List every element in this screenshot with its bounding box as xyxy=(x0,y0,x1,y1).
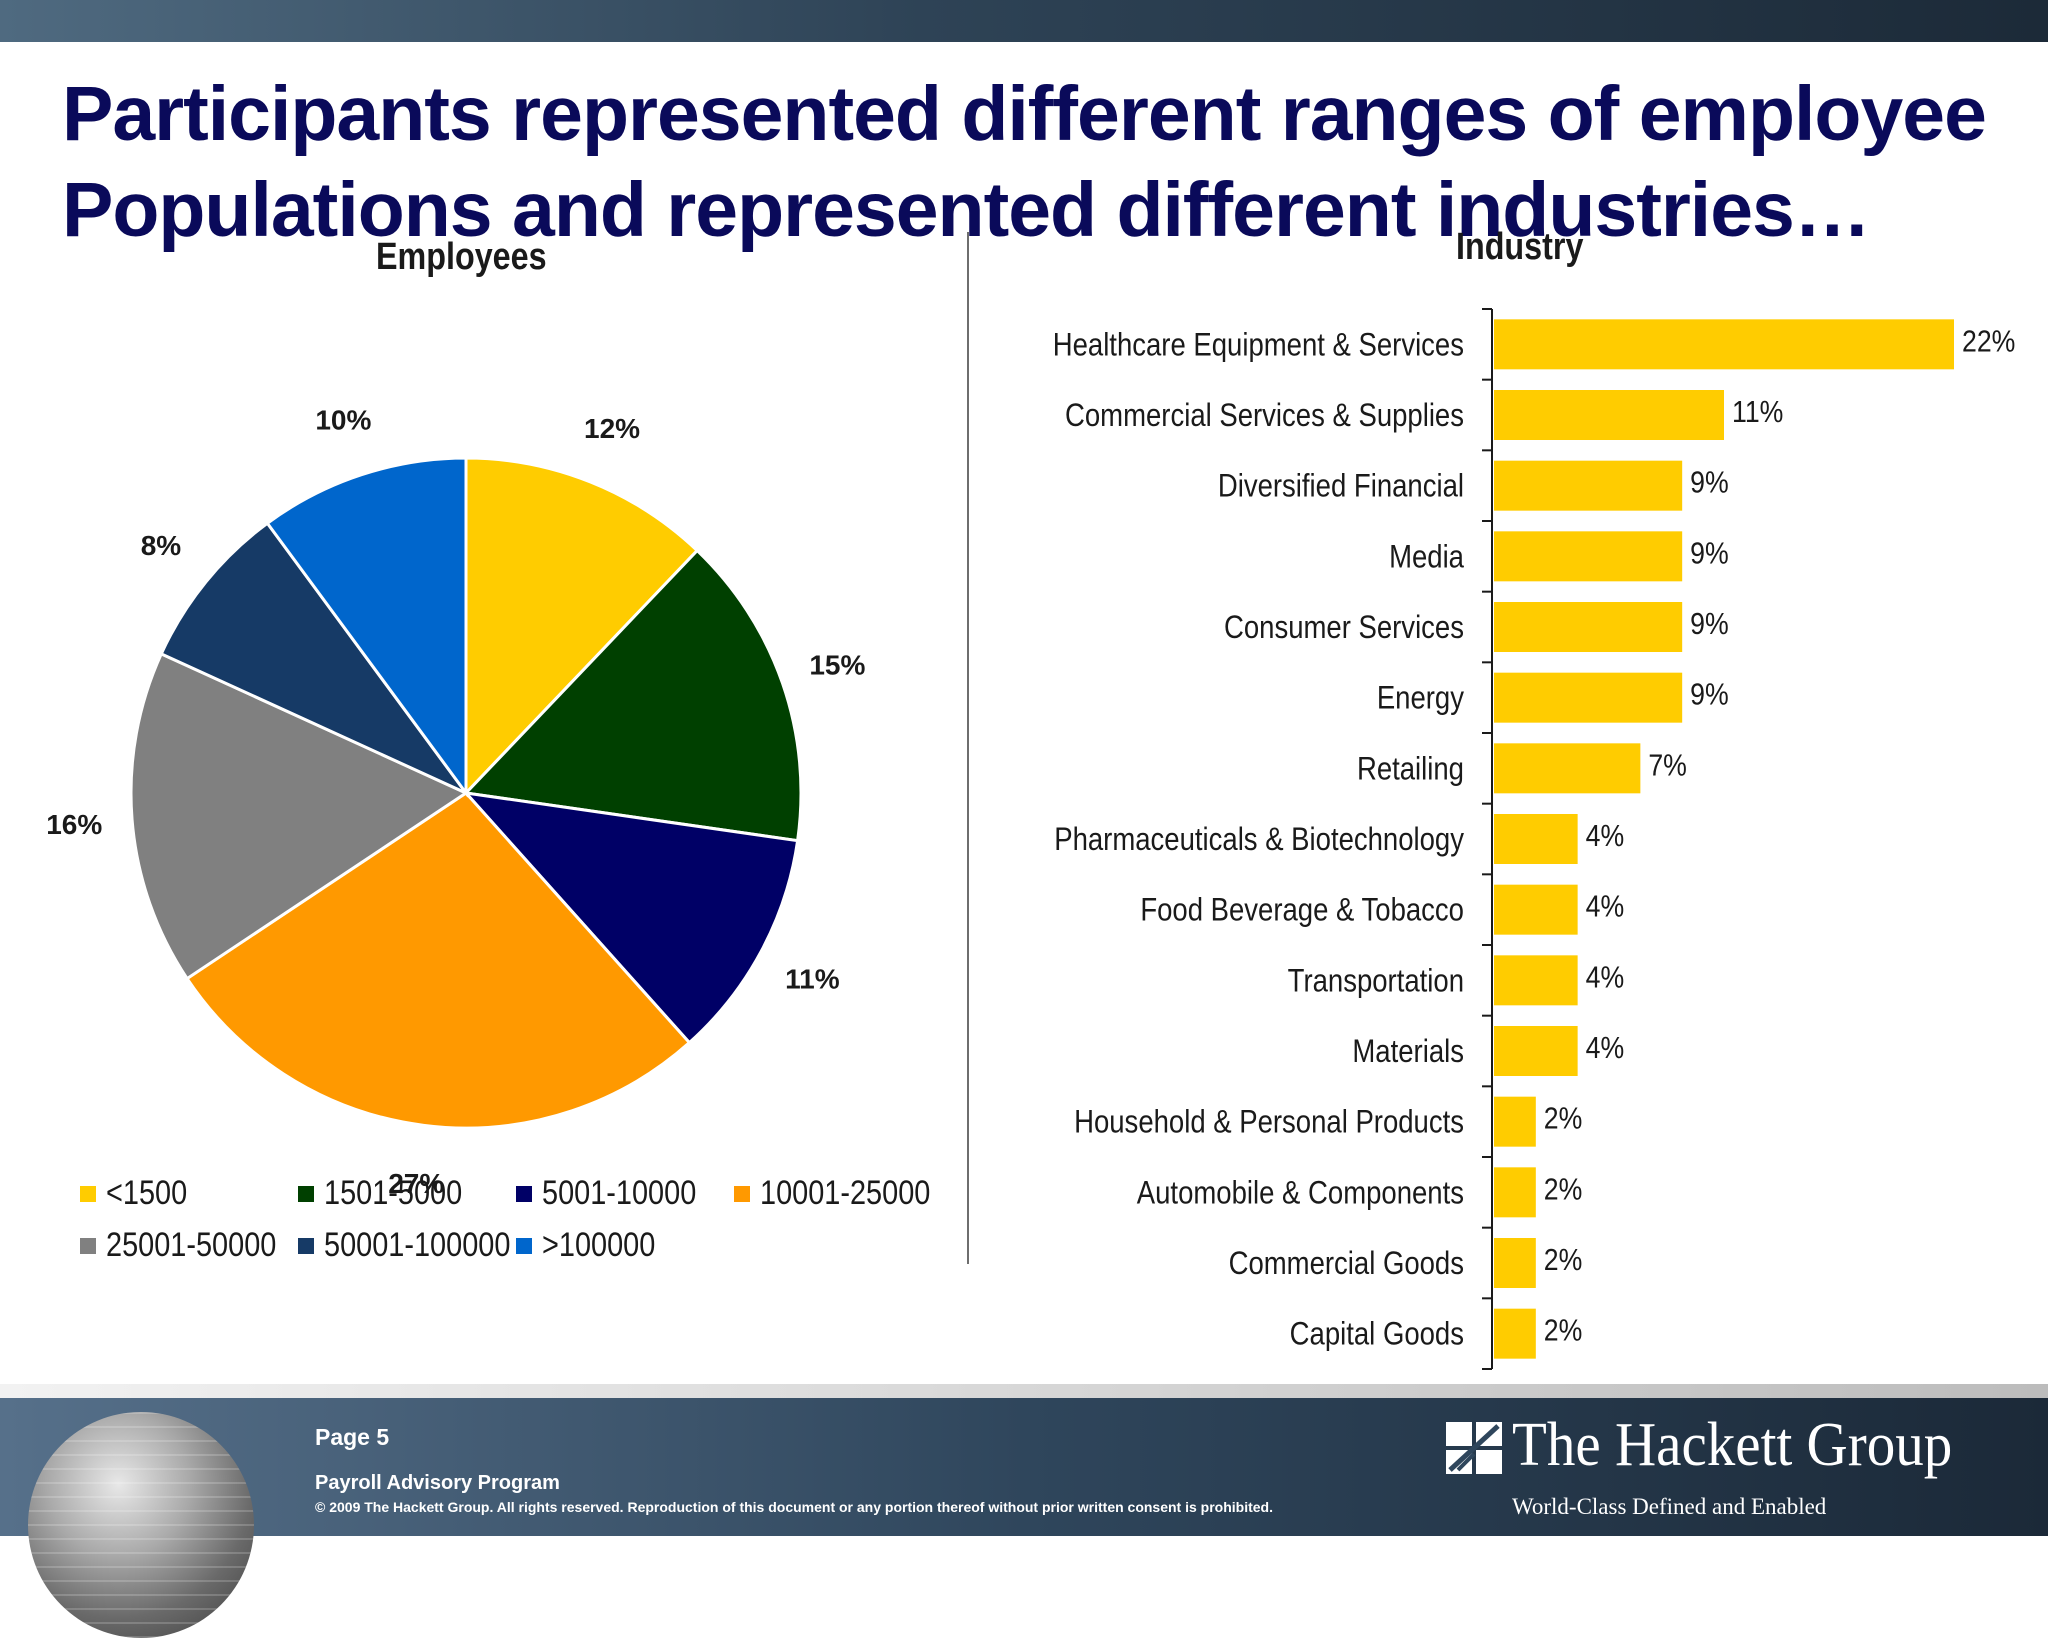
globe-icon xyxy=(28,1412,254,1638)
employees-pie-chart: 12% 15% 11% 27% 16% 8% 10% xyxy=(46,405,865,1199)
legend-swatch xyxy=(734,1185,750,1202)
pie-slice xyxy=(129,651,470,981)
legend-label: 5001-10000 xyxy=(542,1174,697,1212)
bar-value-label: 4% xyxy=(1586,961,1625,995)
category-label: Commercial Goods xyxy=(1229,1246,1464,1281)
industry-bar-chart: Healthcare Equipment & Services 22% Commer… xyxy=(1053,308,2015,1370)
bar-value-label: 2% xyxy=(1544,1243,1583,1277)
pie-data-label: 11% xyxy=(785,964,840,995)
category-label: Capital Goods xyxy=(1290,1317,1464,1352)
category-label: Retailing xyxy=(1357,751,1464,786)
panel-divider xyxy=(967,232,969,1264)
legend-item: <1500 xyxy=(80,1174,202,1213)
bar-value-label: 7% xyxy=(1648,749,1687,783)
pie-slice xyxy=(462,790,800,1045)
bar xyxy=(1494,319,1954,370)
bar xyxy=(1494,1238,1536,1288)
legend-swatch xyxy=(80,1185,96,1202)
legend-label: <1500 xyxy=(106,1174,188,1212)
pie-slice xyxy=(159,521,471,797)
bar xyxy=(1494,672,1683,723)
category-label: Diversified Financial xyxy=(1218,469,1464,504)
legend-item: 10001-25000 xyxy=(734,1174,960,1213)
category-label: Energy xyxy=(1377,681,1464,716)
bar xyxy=(1494,1026,1578,1076)
bar xyxy=(1494,884,1578,935)
bar xyxy=(1494,1308,1536,1359)
pie-data-label: 16% xyxy=(46,809,102,840)
pie-slice xyxy=(185,791,692,1130)
program-name: Payroll Advisory Program xyxy=(315,1472,560,1494)
bar-value-label: 22% xyxy=(1962,325,2015,359)
legend-swatch xyxy=(298,1185,314,1202)
pie-slice xyxy=(462,548,803,843)
category-label: Healthcare Equipment & Services xyxy=(1053,327,1464,362)
bar-value-label: 9% xyxy=(1690,466,1729,500)
legend-item: 5001-10000 xyxy=(516,1174,724,1213)
slide-title-line-1: Participants represented different range… xyxy=(62,71,1987,157)
bar-value-label: 9% xyxy=(1690,607,1729,641)
bar xyxy=(1494,531,1683,582)
pie-data-label: 15% xyxy=(809,649,865,680)
category-label: Materials xyxy=(1352,1034,1464,1069)
bar-value-label: 2% xyxy=(1544,1314,1583,1348)
pie-data-label: 8% xyxy=(141,530,182,561)
legend-item: >100000 xyxy=(516,1226,675,1265)
slide-title: Participants represented different range… xyxy=(62,66,1987,258)
legend-label: 1501-5000 xyxy=(324,1174,463,1212)
bar xyxy=(1494,1096,1536,1147)
bar-value-label: 11% xyxy=(1732,395,1783,429)
bar xyxy=(1494,602,1683,652)
category-label: Commercial Services & Supplies xyxy=(1065,398,1464,433)
bar xyxy=(1494,814,1578,864)
category-label: Consumer Services xyxy=(1224,610,1464,645)
legend-swatch xyxy=(516,1185,532,1202)
legend-item: 1501-5000 xyxy=(298,1174,487,1213)
pie-slice xyxy=(464,456,700,797)
bar-value-label: 4% xyxy=(1586,819,1625,853)
category-label: Household & Personal Products xyxy=(1074,1105,1464,1140)
category-label: Automobile & Components xyxy=(1137,1175,1464,1210)
category-label: Media xyxy=(1389,539,1464,574)
category-label: Transportation xyxy=(1288,963,1464,998)
bar xyxy=(1494,955,1578,1006)
page-number: Page 5 xyxy=(315,1424,390,1450)
pie-data-label: 10% xyxy=(315,405,371,436)
category-label: Pharmaceuticals & Biotechnology xyxy=(1054,822,1464,857)
footer-bar xyxy=(0,1398,2048,1536)
bar-value-label: 9% xyxy=(1690,537,1729,571)
legend-label: 50001-100000 xyxy=(324,1226,511,1264)
slide-title-line-2: Populations and represented different in… xyxy=(62,167,1871,253)
pie-data-label: 12% xyxy=(584,413,640,444)
pie-chart-title: Employees xyxy=(376,236,547,278)
pie-data-label: 27% xyxy=(388,1168,444,1199)
top-bar xyxy=(0,0,2048,42)
category-label: Food Beverage & Tobacco xyxy=(1140,893,1464,928)
legend-swatch xyxy=(80,1237,96,1254)
bar-value-label: 9% xyxy=(1690,678,1729,712)
bar-value-label: 2% xyxy=(1544,1102,1583,1136)
bar-value-label: 4% xyxy=(1586,1031,1625,1065)
hackett-logo-icon xyxy=(1446,1422,1502,1474)
legend-item: 25001-50000 xyxy=(80,1226,306,1265)
legend-label: 25001-50000 xyxy=(106,1226,277,1264)
company-logo-name: The Hackett Group xyxy=(1512,1411,1953,1479)
bar xyxy=(1494,743,1641,794)
legend-swatch xyxy=(516,1237,532,1254)
company-tagline: World-Class Defined and Enabled xyxy=(1512,1494,1827,1519)
copyright-notice: © 2009 The Hackett Group. All rights res… xyxy=(315,1499,1274,1515)
pie-slice xyxy=(265,456,468,798)
bar-value-label: 2% xyxy=(1544,1173,1583,1207)
bar xyxy=(1494,460,1683,511)
legend-swatch xyxy=(298,1237,314,1254)
legend-label: 10001-25000 xyxy=(760,1174,931,1212)
bar-chart-title: Industry xyxy=(1456,226,1584,268)
legend-item: 50001-100000 xyxy=(298,1226,543,1265)
bar xyxy=(1494,390,1724,440)
bar-value-label: 4% xyxy=(1586,890,1625,924)
footer-separator xyxy=(0,1384,2048,1398)
bar xyxy=(1494,1167,1536,1218)
legend-label: >100000 xyxy=(542,1226,656,1264)
